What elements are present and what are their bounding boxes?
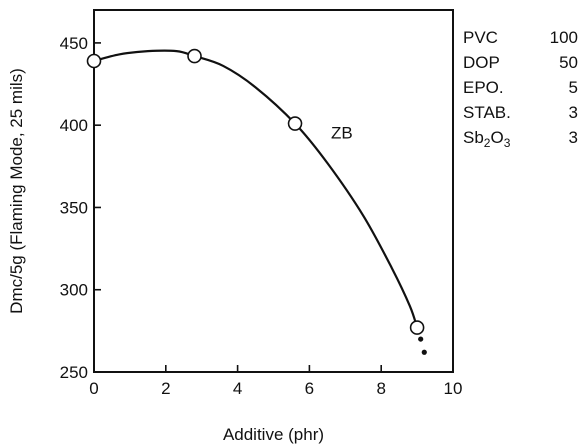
formulation-name: DOP [463,53,500,72]
formulation-value: 100 [550,28,578,47]
series-curves [93,49,419,328]
series-markers [86,48,427,355]
y-axis-label: Dmc/5g (Flaming Mode, 25 mils) [7,68,26,314]
formulation-value: 3 [569,128,578,147]
data-point [86,53,102,69]
x-tick-label: 2 [161,379,170,398]
data-point [187,48,202,64]
formulation-name: EPO. [463,78,504,97]
formulation-value: 3 [569,103,578,122]
extra-data-point [418,336,424,342]
axis-ticks: 0 2 4 6 8 10 250 300 350 400 450 [60,34,463,398]
x-tick-label: 4 [233,379,242,398]
formulation-name: Sb2O3 [463,128,511,150]
data-point [409,320,425,335]
x-tick-label: 0 [89,379,98,398]
y-tick-label: 300 [60,281,88,300]
y-tick-label: 250 [60,363,88,382]
formulation-value: 5 [569,78,578,97]
plot-frame [93,9,454,373]
formulation-value: 50 [559,53,578,72]
x-tick-label: 10 [444,379,463,398]
formulation-legend: PVC 100 DOP 50 EPO. 5 STAB. 3 Sb2O3 3 [463,28,578,150]
formulation-name: STAB. [463,103,511,122]
x-axis-label: Additive (phr) [223,425,324,444]
plot-area: 0 2 4 6 8 10 250 300 350 400 450 [60,9,463,398]
x-tick-label: 6 [305,379,314,398]
data-point [287,116,303,131]
series-annotation: ZB [331,123,353,142]
extra-data-point [421,349,427,355]
x-tick-label: 8 [376,379,385,398]
y-tick-label: 450 [60,34,88,53]
series-line-zb [93,49,419,328]
formulation-name: PVC [463,28,498,47]
annotations: ZB [331,123,353,142]
y-tick-label: 400 [60,116,88,135]
y-tick-label: 350 [60,198,88,217]
